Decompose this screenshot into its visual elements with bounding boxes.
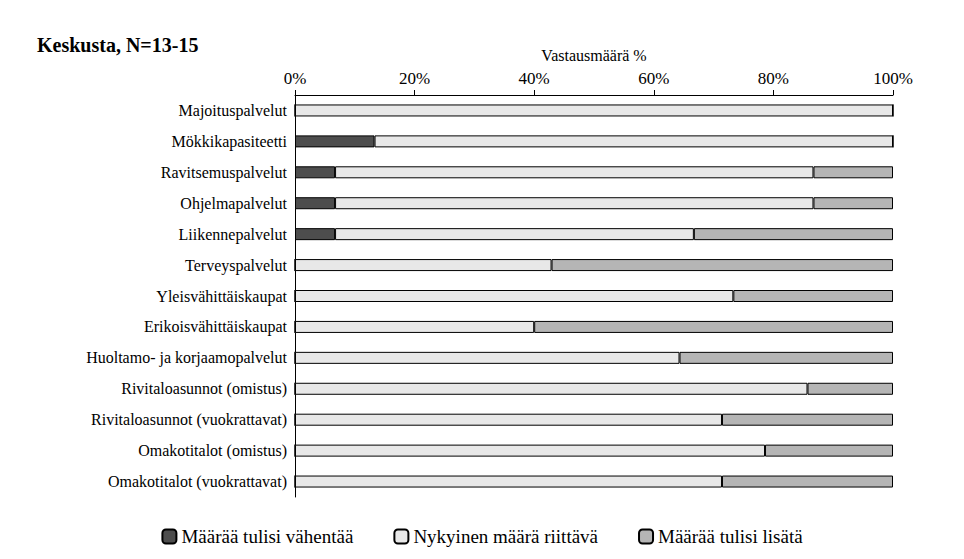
svg-text:Omakotitalot (vuokrattavat): Omakotitalot (vuokrattavat) bbox=[108, 473, 287, 491]
svg-text:Yleisvähittäiskaupat: Yleisvähittäiskaupat bbox=[156, 288, 287, 306]
svg-text:0%: 0% bbox=[284, 69, 307, 88]
svg-text:Ohjelmapalvelut: Ohjelmapalvelut bbox=[180, 195, 287, 213]
svg-text:Rivitaloasunnot (vuokrattavat): Rivitaloasunnot (vuokrattavat) bbox=[91, 411, 287, 429]
svg-text:Nykyinen määrä riittävä: Nykyinen määrä riittävä bbox=[413, 526, 598, 547]
svg-text:Terveyspalvelut: Terveyspalvelut bbox=[185, 257, 288, 275]
svg-text:60%: 60% bbox=[638, 69, 669, 88]
svg-text:Määrää tulisi lisätä: Määrää tulisi lisätä bbox=[658, 526, 803, 547]
svg-text:Majoituspalvelut: Majoituspalvelut bbox=[179, 102, 288, 120]
svg-text:Mökkikapasiteetti: Mökkikapasiteetti bbox=[171, 133, 287, 151]
svg-text:Määrää tulisi vähentää: Määrää tulisi vähentää bbox=[181, 526, 354, 547]
svg-text:Ravitsemuspalvelut: Ravitsemuspalvelut bbox=[161, 164, 288, 182]
svg-text:Erikoisvähittäiskaupat: Erikoisvähittäiskaupat bbox=[144, 318, 288, 336]
svg-text:80%: 80% bbox=[758, 69, 789, 88]
svg-text:100%: 100% bbox=[873, 69, 913, 88]
svg-text:20%: 20% bbox=[399, 69, 430, 88]
svg-text:40%: 40% bbox=[519, 69, 550, 88]
svg-text:Huoltamo- ja korjaamopalvelut: Huoltamo- ja korjaamopalvelut bbox=[86, 349, 287, 367]
svg-text:Vastausmäärä %: Vastausmäärä % bbox=[541, 47, 646, 64]
svg-text:Keskusta, N=13-15: Keskusta, N=13-15 bbox=[37, 34, 198, 56]
svg-text:Omakotitalot (omistus): Omakotitalot (omistus) bbox=[138, 442, 287, 460]
svg-text:Rivitaloasunnot (omistus): Rivitaloasunnot (omistus) bbox=[121, 380, 287, 398]
svg-text:Liikennepalvelut: Liikennepalvelut bbox=[179, 226, 288, 244]
